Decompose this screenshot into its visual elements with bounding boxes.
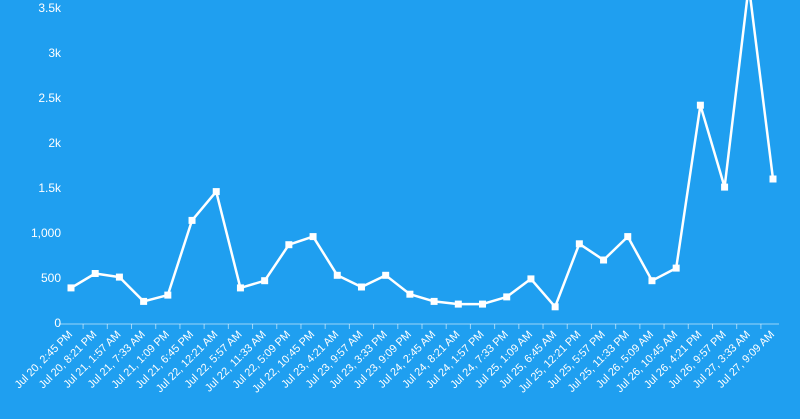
y-tick-label: 1.5k: [38, 181, 62, 195]
series-group: [67, 0, 777, 311]
series-line: [70, 0, 775, 309]
data-point[interactable]: [309, 233, 317, 241]
data-point[interactable]: [575, 240, 583, 248]
data-point[interactable]: [696, 101, 704, 109]
data-point[interactable]: [261, 277, 269, 285]
data-point[interactable]: [527, 275, 535, 283]
y-tick-label: 3.5k: [38, 1, 62, 15]
data-point[interactable]: [454, 300, 462, 308]
data-point[interactable]: [236, 284, 244, 292]
data-point[interactable]: [188, 216, 196, 224]
data-point[interactable]: [91, 270, 99, 277]
data-point[interactable]: [285, 241, 293, 249]
data-point[interactable]: [67, 284, 75, 292]
data-point[interactable]: [551, 303, 559, 311]
data-point[interactable]: [479, 300, 487, 308]
y-tick-label: 1,000: [31, 226, 61, 240]
data-point[interactable]: [115, 273, 123, 281]
y-tick-label: 3k: [48, 46, 62, 60]
data-point[interactable]: [600, 256, 608, 264]
data-point[interactable]: [672, 264, 680, 272]
data-point[interactable]: [357, 283, 365, 291]
data-point[interactable]: [721, 183, 729, 191]
y-tick-label: 0: [54, 316, 61, 330]
data-point[interactable]: [212, 188, 220, 196]
y-tick-label: 500: [41, 271, 61, 285]
y-tick-label: 2.5k: [38, 91, 62, 105]
data-point[interactable]: [769, 175, 777, 183]
data-point[interactable]: [430, 297, 438, 305]
data-point[interactable]: [624, 233, 632, 241]
data-point[interactable]: [140, 297, 148, 305]
y-tick-label: 2k: [48, 136, 62, 150]
data-point[interactable]: [164, 291, 172, 299]
data-point[interactable]: [503, 293, 511, 301]
data-point[interactable]: [382, 271, 390, 279]
y-axis: 0 500 1,000 1.5k 2k 2.5k 3k 3.5k: [31, 1, 62, 330]
data-point[interactable]: [333, 271, 341, 279]
data-point[interactable]: [406, 290, 414, 298]
data-point[interactable]: [648, 277, 656, 285]
